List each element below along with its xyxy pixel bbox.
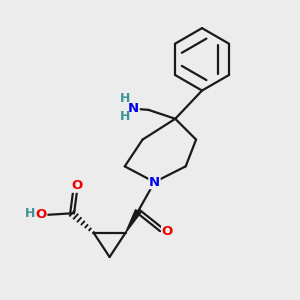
Text: O: O <box>162 225 173 238</box>
Text: H: H <box>119 92 130 105</box>
Text: N: N <box>149 176 160 189</box>
Polygon shape <box>126 210 141 232</box>
Text: O: O <box>71 179 82 192</box>
Text: N: N <box>128 102 139 115</box>
Text: H: H <box>25 207 35 220</box>
Text: H: H <box>119 110 130 123</box>
Text: O: O <box>36 208 47 221</box>
